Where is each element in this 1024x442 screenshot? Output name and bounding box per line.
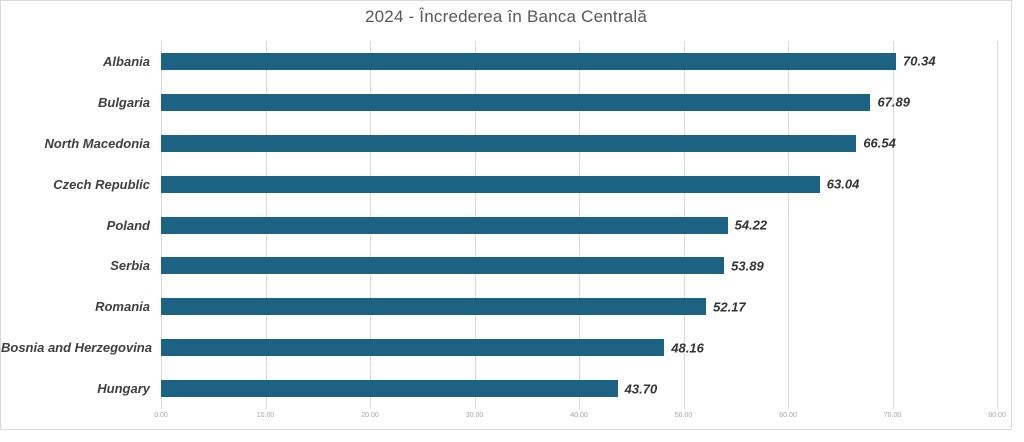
bar xyxy=(161,298,707,316)
x-tick-label: 50.00 xyxy=(674,412,693,419)
bar-track: 63.04 xyxy=(161,175,997,193)
bar-row: Bosnia and Herzegovina 48.16 xyxy=(1,327,997,368)
x-axis-ticks: 0.00 10.00 20.00 30.00 40.00 50.00 60.00 70.00 8… xyxy=(154,412,1006,424)
x-tick-label: 70.00 xyxy=(883,412,902,419)
category-label: Bosnia and Herzegovina xyxy=(1,340,152,356)
bar-track: 53.89 xyxy=(161,257,997,275)
bar-value-label: 66.54 xyxy=(863,135,896,151)
category-label: Romania xyxy=(95,299,150,315)
bar-track: 70.34 xyxy=(161,52,997,70)
category-label: Hungary xyxy=(97,381,150,397)
bar xyxy=(161,380,618,398)
bar xyxy=(161,52,897,70)
bar-value-label: 48.16 xyxy=(671,340,704,356)
bar-row: Poland 54.22 xyxy=(1,205,997,246)
bar-value-label: 52.17 xyxy=(713,299,746,315)
category-label: North Macedonia xyxy=(44,135,150,151)
x-tick-label: 60.00 xyxy=(779,412,797,419)
bar xyxy=(161,134,857,152)
category-label: Poland xyxy=(106,217,150,233)
bar xyxy=(161,257,725,275)
bar-row: Czech Republic 63.04 xyxy=(1,164,997,205)
bar-value-label: 70.34 xyxy=(903,53,936,69)
gridline xyxy=(997,41,998,409)
bar-row: Romania 52.17 xyxy=(1,286,997,327)
category-label: Albania xyxy=(103,53,150,69)
category-label: Serbia xyxy=(110,258,150,274)
bar-row: Albania 70.34 xyxy=(1,41,997,82)
x-tick-label: 40.00 xyxy=(570,412,588,419)
category-label: Czech Republic xyxy=(53,176,150,192)
x-tick-label: 20.00 xyxy=(361,412,379,419)
bar-row: Hungary 43.70 xyxy=(1,368,997,409)
bar-row: North Macedonia 66.54 xyxy=(1,123,997,164)
bar-track: 66.54 xyxy=(161,134,997,152)
bar-value-label: 53.89 xyxy=(731,258,764,274)
bar-track: 67.89 xyxy=(161,93,997,111)
x-tick-label: 10.00 xyxy=(256,412,275,419)
bar-value-label: 54.22 xyxy=(734,217,768,233)
bar xyxy=(161,93,871,111)
bar-row: Serbia 53.89 xyxy=(1,245,997,286)
bar-value-label: 67.89 xyxy=(877,94,910,110)
chart-frame: 2024 - Încrederea în Banca Centrală Alba… xyxy=(0,0,1012,430)
bar-rows: Albania 70.34 Bulgaria 67.89 North Macedonia… xyxy=(1,41,997,409)
bar-track: 48.16 xyxy=(161,339,997,357)
bar-value-label: 63.04 xyxy=(826,176,860,192)
category-label: Bulgaria xyxy=(97,94,150,110)
chart-title: 2024 - Încrederea în Banca Centrală xyxy=(364,7,647,26)
x-tick-label: 80.00 xyxy=(988,412,1006,419)
gridline xyxy=(892,41,894,409)
bar xyxy=(161,339,665,357)
bar-track: 52.17 xyxy=(161,298,997,316)
bar-value-label: 43.70 xyxy=(624,381,658,397)
bar xyxy=(161,175,820,193)
bar-row: Bulgaria 67.89 xyxy=(1,82,997,123)
bar-track: 54.22 xyxy=(161,216,997,234)
bar xyxy=(161,216,728,234)
x-tick-label: 0.00 xyxy=(154,412,168,419)
x-tick-label: 30.00 xyxy=(465,412,484,419)
bar-track: 43.70 xyxy=(161,380,997,398)
gridline xyxy=(788,41,789,409)
